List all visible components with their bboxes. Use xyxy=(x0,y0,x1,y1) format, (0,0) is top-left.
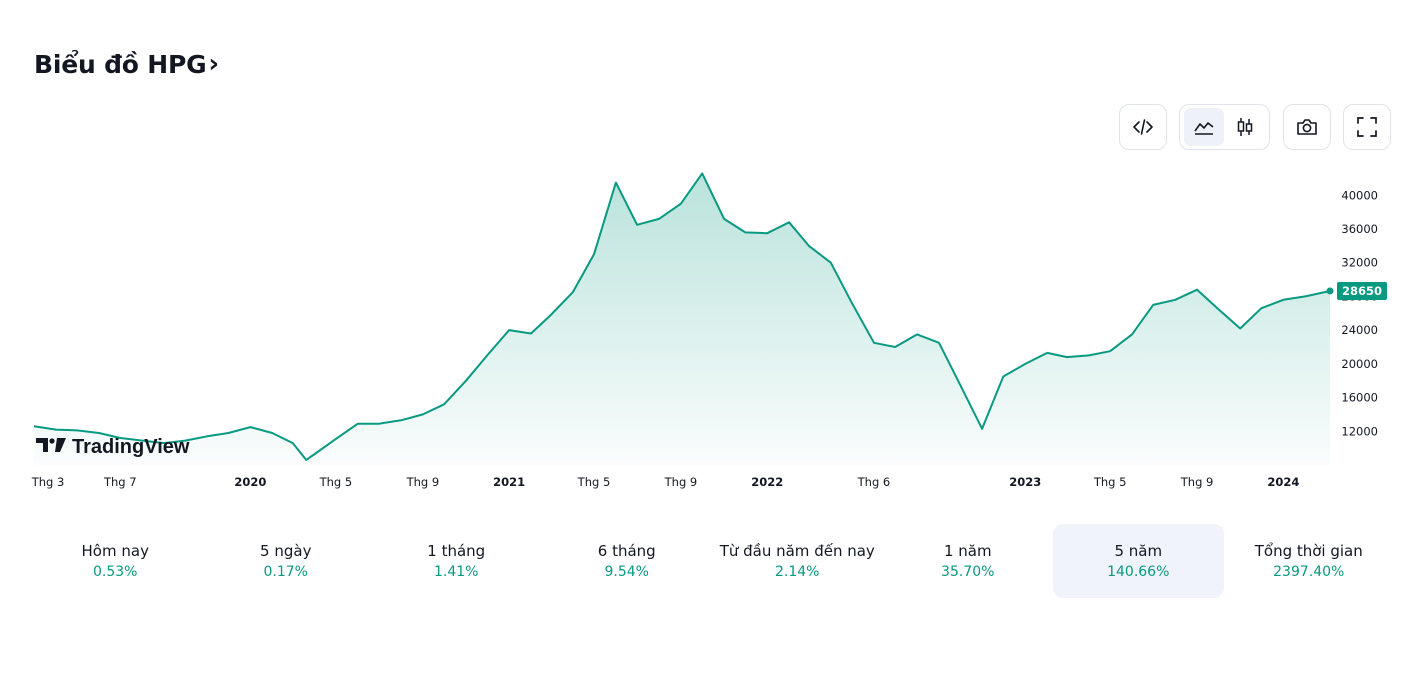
x-tick-label: 2024 xyxy=(1267,475,1299,489)
period-label: Hôm nay xyxy=(81,542,149,560)
x-tick-label: Thg 5 xyxy=(577,475,611,489)
period-label: 1 tháng xyxy=(427,542,486,560)
period-change: 9.54% xyxy=(604,564,649,580)
y-tick-label: 32000 xyxy=(1341,256,1378,270)
price-chart[interactable]: 1200016000200002400028000320003600040000… xyxy=(0,160,1414,500)
x-tick-label: Thg 5 xyxy=(1093,475,1127,489)
y-tick-label: 20000 xyxy=(1341,357,1378,371)
area-style-button[interactable] xyxy=(1184,108,1225,146)
period-label: 5 năm xyxy=(1114,542,1163,560)
x-tick-label: 2021 xyxy=(493,475,525,489)
page-title: Biểu đồ HPG xyxy=(34,49,207,79)
x-tick-label: Thg 9 xyxy=(1180,475,1214,489)
chart-title-link[interactable]: Biểu đồ HPG › xyxy=(34,44,219,84)
tradingview-watermark: TradingView xyxy=(36,436,190,458)
period-5[interactable]: 1 năm 35.70% xyxy=(883,524,1054,598)
watermark-text: TradingView xyxy=(72,436,190,458)
x-tick-label: Thg 9 xyxy=(664,475,698,489)
x-tick-label: 2023 xyxy=(1009,475,1041,489)
period-7[interactable]: Tổng thời gian 2397.40% xyxy=(1224,524,1395,598)
fullscreen-button[interactable] xyxy=(1343,104,1391,150)
series-line xyxy=(33,172,1331,461)
y-tick-label: 24000 xyxy=(1341,323,1378,337)
last-price-tag: 28650 xyxy=(1337,281,1387,300)
code-icon xyxy=(1133,119,1153,135)
candlestick-icon xyxy=(1237,118,1252,136)
period-6[interactable]: 5 năm 140.66% xyxy=(1053,524,1224,598)
period-change: 2.14% xyxy=(775,564,820,580)
x-tick-label: Thg 7 xyxy=(103,475,137,489)
x-tick-label: Thg 5 xyxy=(319,475,353,489)
chart-style-toggle xyxy=(1179,104,1270,150)
period-3[interactable]: 6 tháng 9.54% xyxy=(542,524,713,598)
x-tick-label: 2022 xyxy=(751,475,783,489)
period-change: 0.53% xyxy=(93,564,138,580)
period-selector: Hôm nay 0.53% 5 ngày 0.17% 1 tháng 1.41% 6 thá… xyxy=(30,524,1394,598)
period-change: 35.70% xyxy=(941,564,995,580)
x-tick-label: Thg 6 xyxy=(857,475,891,489)
area-chart-icon xyxy=(1194,122,1214,135)
period-0[interactable]: Hôm nay 0.53% xyxy=(30,524,201,598)
period-change: 0.17% xyxy=(263,564,308,580)
period-4[interactable]: Từ đầu năm đến nay 2.14% xyxy=(712,524,883,598)
y-tick-label: 36000 xyxy=(1341,222,1378,236)
period-2[interactable]: 1 tháng 1.41% xyxy=(371,524,542,598)
x-tick-label: 2020 xyxy=(234,475,266,489)
y-axis: 1200016000200002400028000320003600040000 xyxy=(1341,188,1378,438)
period-change: 2397.40% xyxy=(1273,564,1345,580)
last-price-label: 28650 xyxy=(1342,284,1382,298)
camera-icon xyxy=(1297,119,1317,135)
y-tick-label: 12000 xyxy=(1341,424,1378,438)
period-1[interactable]: 5 ngày 0.17% xyxy=(201,524,372,598)
tradingview-logo-icon xyxy=(36,438,66,452)
last-price-dot xyxy=(1326,287,1334,295)
period-label: 6 tháng xyxy=(597,542,656,560)
period-label: Tổng thời gian xyxy=(1254,542,1363,560)
snapshot-button[interactable] xyxy=(1283,104,1331,150)
y-tick-label: 16000 xyxy=(1341,391,1378,405)
x-tick-label: Thg 9 xyxy=(406,475,440,489)
period-label: Từ đầu năm đến nay xyxy=(719,542,875,560)
period-label: 5 ngày xyxy=(260,542,312,560)
series-area-fill xyxy=(34,173,1330,465)
period-label: 1 năm xyxy=(943,542,992,560)
fullscreen-icon xyxy=(1357,117,1377,137)
x-axis: Thg 3 Thg 7 2020 Thg 5 Thg 9 2021 Thg 5 Thg 9 20… xyxy=(31,475,1300,489)
candle-style-button[interactable] xyxy=(1225,108,1265,146)
x-tick-label: Thg 3 xyxy=(31,475,65,489)
chevron-right-icon: › xyxy=(208,49,220,79)
period-change: 1.41% xyxy=(434,564,479,580)
y-tick-label: 40000 xyxy=(1341,188,1378,202)
embed-button[interactable] xyxy=(1119,104,1167,150)
period-change: 140.66% xyxy=(1107,564,1170,580)
